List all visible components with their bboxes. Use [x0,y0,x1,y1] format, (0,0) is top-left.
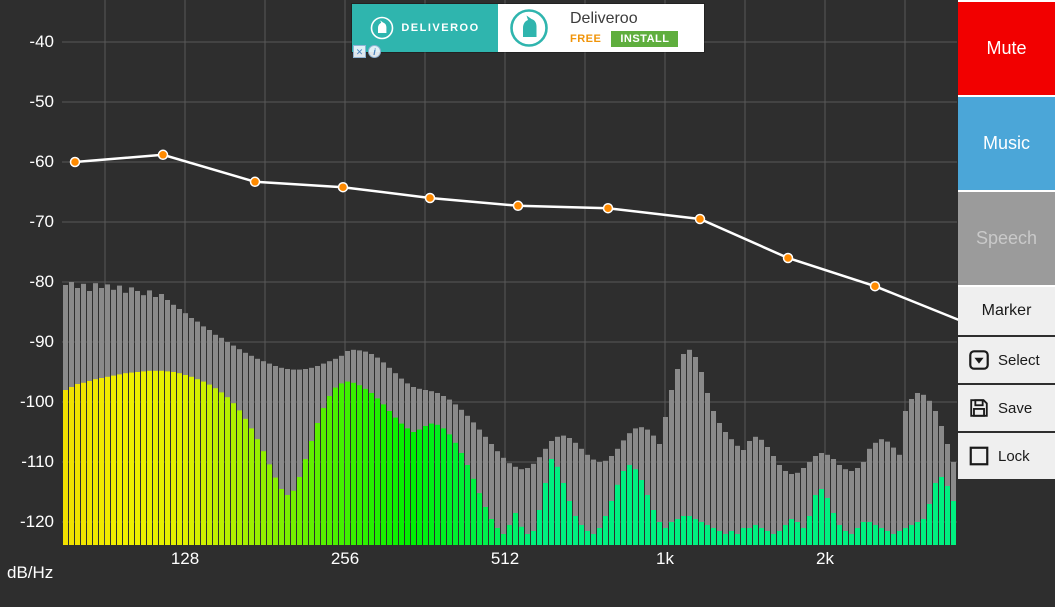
ad-info-icon[interactable]: i [368,45,381,58]
deliveroo-logo-icon [371,16,394,40]
dropdown-icon [969,350,989,370]
y-tick-label: -110 [21,452,54,471]
deliveroo-app-icon [510,9,548,47]
sidebar-button-label: Save [998,399,1033,417]
ad-banner[interactable]: DELIVEROO Deliveroo FREE INSTALL ✕ i [352,4,704,58]
marker-point[interactable] [694,213,706,225]
x-tick-label: 256 [330,549,360,568]
sidebar-button-speech[interactable]: Speech [958,192,1055,287]
sidebar-button-save[interactable]: Save [958,385,1055,431]
ad-close-icon[interactable]: ✕ [353,45,366,58]
y-tick-label: -100 [19,392,54,411]
x-tick-label: 128 [170,549,200,568]
ad-free-label: FREE [570,32,602,45]
marker-point[interactable] [512,200,524,212]
x-tick-label: 512 [490,549,520,568]
y-tick-label: -50 [29,92,54,111]
y-tick-label: -90 [29,332,54,351]
sidebar-button-label: Music [982,133,1030,153]
sidebar-button-marker[interactable]: Marker [958,287,1055,335]
ad-brand-text: DELIVEROO [401,22,480,34]
x-tick-label: 2k [816,549,834,568]
checkbox-icon [969,446,989,466]
y-tick-label: -70 [29,212,54,231]
save-icon [970,399,988,417]
sidebar-button-music[interactable]: Music [958,97,1055,192]
sidebar: Mute Music Speech Marker Select Save Lock [958,0,1055,607]
sidebar-button-label: Lock [998,447,1030,465]
sidebar-button-label: Select [998,351,1040,369]
marker-point[interactable] [869,280,881,292]
y-tick-label: -40 [29,32,54,51]
marker-point[interactable] [782,252,794,264]
sidebar-button-select[interactable]: Select [958,337,1055,383]
marker-point[interactable] [602,202,614,214]
x-tick-label: 1k [656,549,674,568]
sidebar-button-mute[interactable]: Mute [958,0,1055,97]
y-tick-label: -80 [29,272,54,291]
marker-point[interactable] [424,192,436,204]
spectrum-bars [63,282,956,545]
axis-unit-label: dB/Hz [7,563,54,582]
ad-brand-section[interactable]: DELIVEROO [352,4,498,52]
marker-point[interactable] [249,176,261,188]
marker-line [69,149,964,323]
sidebar-button-lock[interactable]: Lock [958,433,1055,479]
ad-install-button[interactable]: INSTALL [611,30,679,47]
marker-point[interactable] [337,181,349,193]
marker-point[interactable] [69,156,81,168]
sidebar-button-label: Marker [981,302,1032,319]
ad-title: Deliveroo [570,9,638,27]
ad-text-section[interactable]: Deliveroo FREE INSTALL [560,4,704,52]
grid-lines [62,0,957,545]
sidebar-button-label: Mute [986,38,1027,58]
y-tick-label: -120 [19,512,54,531]
marker-point[interactable] [157,149,169,161]
y-tick-label: -60 [29,152,54,171]
ad-app-icon [498,4,560,52]
sidebar-button-label: Speech [975,228,1038,248]
